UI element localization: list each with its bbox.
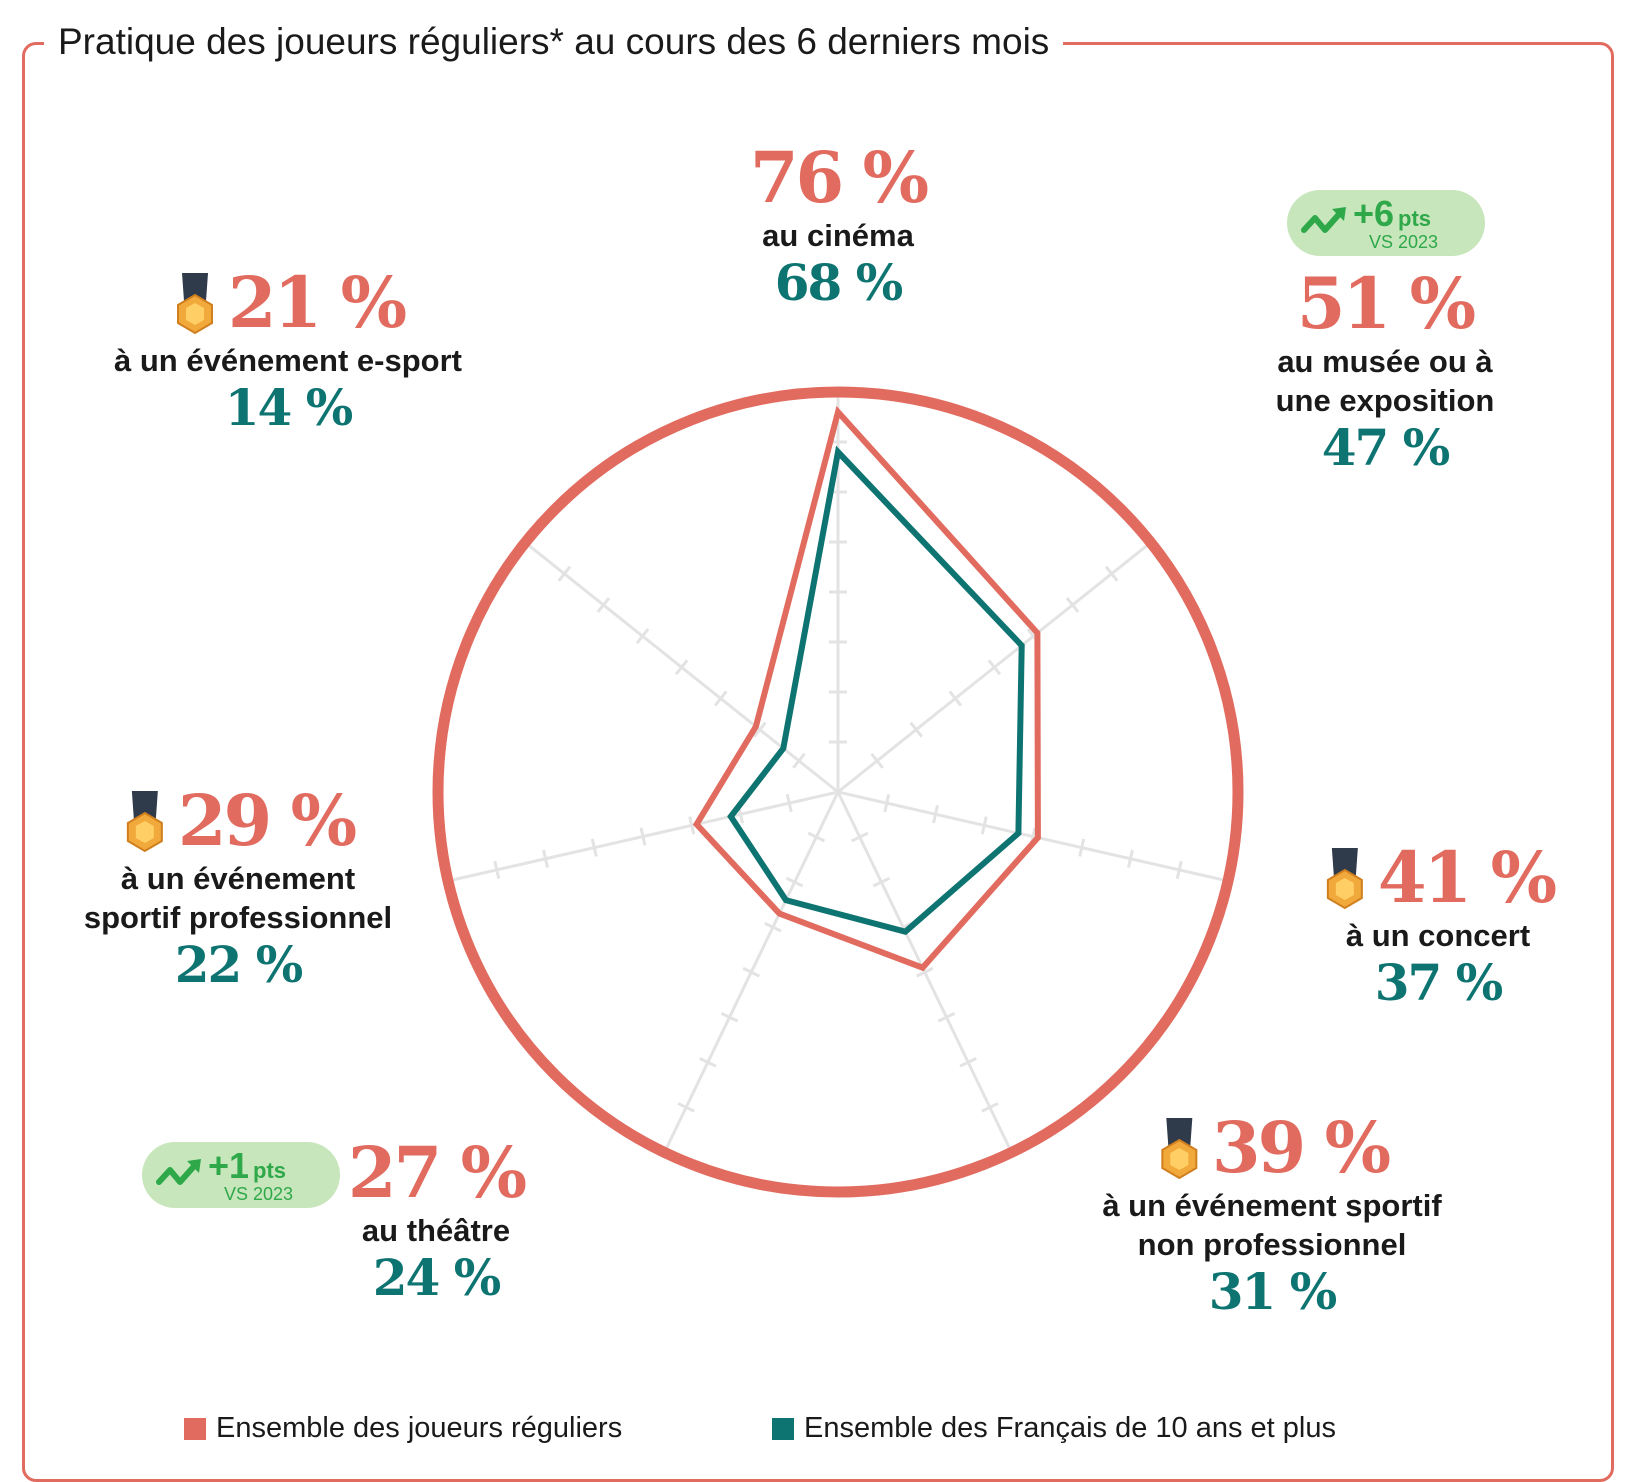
radar-tick <box>674 659 689 676</box>
trend-badge-theatre: +1 pts VS 2023 <box>142 1142 340 1208</box>
trend-compare: VS 2023 <box>224 1184 294 1204</box>
value-players-sport-pro: 29 % <box>177 779 357 862</box>
legend-swatch <box>772 1417 794 1440</box>
radar-tick <box>635 628 650 645</box>
radar-tick <box>1104 565 1119 582</box>
legend-label: Ensemble des joueurs réguliers <box>216 1412 623 1444</box>
trend-value: +6 pts <box>1353 193 1432 234</box>
value-french-sport-pro: 22 % <box>174 935 304 994</box>
label-sport-pro-line1: à un événement <box>120 861 356 896</box>
medal-icon <box>176 273 213 335</box>
label-concert: à un concert <box>1345 918 1531 953</box>
value-french-concert: 37 % <box>1374 953 1504 1012</box>
category-theatre: 27 % au théâtre 24 % <box>347 1131 527 1307</box>
radar-tick <box>596 596 611 613</box>
label-sport-amateur-line1: à un événement sportif <box>1102 1188 1442 1223</box>
radar-tick <box>699 1057 717 1068</box>
radar-tick <box>639 827 647 846</box>
radar-tick <box>987 659 1002 676</box>
medal-icon <box>1326 848 1363 910</box>
radar-tick <box>872 876 891 888</box>
category-cinema: 76 % au cinéma 68 % <box>749 136 929 312</box>
value-players-concert: 41 % <box>1377 836 1557 919</box>
radar-tick <box>785 876 804 888</box>
radar-tick <box>720 1011 739 1023</box>
label-esport: à un événement e-sport <box>114 343 462 378</box>
trend-up-icon <box>156 1159 201 1185</box>
category-esport: 21 % à un événement e-sport 14 % <box>114 265 462 436</box>
radar-tick <box>792 752 806 769</box>
category-sport-amateur: 39 % à un événement sportif non professi… <box>1102 1110 1441 1320</box>
label-musee-line2: une exposition <box>1275 383 1495 418</box>
radar-tick <box>677 1102 695 1113</box>
value-players-sport-amateur: 39 % <box>1211 1106 1391 1189</box>
series-line-players <box>692 405 1041 972</box>
value-players-theatre: 27 % <box>347 1131 527 1214</box>
value-players-musee: 51 % <box>1296 262 1476 345</box>
legend-item-french: Ensemble des Français de 10 ans et plus <box>772 1412 1336 1445</box>
radar-tick <box>980 816 988 835</box>
label-sport-amateur-line2: non professionnel <box>1137 1227 1407 1262</box>
radar-tick <box>542 849 549 868</box>
radar-tick <box>785 794 793 813</box>
value-players-esport: 21 % <box>227 261 407 344</box>
trend-up-icon <box>1301 207 1346 233</box>
radar-tick <box>948 690 963 707</box>
legend-item-players: Ensemble des joueurs réguliers <box>184 1412 622 1445</box>
radar-tick <box>883 794 891 813</box>
legend-swatch <box>184 1417 206 1440</box>
value-french-esport: 14 % <box>224 378 353 437</box>
radar-tick <box>764 921 782 933</box>
label-musee-line1: au musée ou à <box>1277 344 1493 379</box>
radar-tick <box>937 1011 956 1023</box>
radar-tick <box>742 966 760 978</box>
radar-tick <box>916 966 934 978</box>
category-concert: 41 % à un concert 37 % <box>1322 836 1557 1012</box>
radar-tick <box>909 721 923 738</box>
value-french-theatre: 24 % <box>372 1248 502 1307</box>
label-theatre: au théâtre <box>361 1213 511 1248</box>
radar-tick <box>688 816 696 835</box>
radar-tick <box>753 721 767 738</box>
radar-tick <box>981 1102 999 1113</box>
radar-tick <box>1175 860 1183 879</box>
value-french-sport-amateur: 31 % <box>1208 1262 1338 1321</box>
category-musee: 51 % au musée ou à une exposition 47 % <box>1276 266 1495 476</box>
radar-tick <box>557 565 572 582</box>
trend-badge-musee: +6 pts VS 2023 <box>1287 190 1485 256</box>
label-cinema: au cinéma <box>762 218 914 253</box>
trend-value: +1 pts <box>208 1145 287 1186</box>
medal-icon <box>126 791 163 853</box>
value-french-cinema: 68 % <box>774 253 904 312</box>
radar-tick <box>1078 838 1086 857</box>
legend-label: Ensemble des Français de 10 ans et plus <box>804 1412 1336 1444</box>
radar-tick <box>932 805 939 824</box>
radar-tick <box>1065 596 1080 613</box>
label-sport-pro-line2: sportif professionnel <box>83 900 393 935</box>
chart-title: Pratique des joueurs réguliers* au cours… <box>44 20 1064 64</box>
radar-tick <box>959 1057 977 1068</box>
radar-tick <box>807 831 826 843</box>
radar-tick <box>1127 849 1134 868</box>
radar-tick <box>870 752 884 769</box>
value-french-musee: 47 % <box>1321 418 1450 477</box>
radar-tick <box>713 690 728 707</box>
medal-icon <box>1160 1118 1197 1180</box>
series-line-french <box>727 445 1025 936</box>
radar-tick <box>850 831 869 843</box>
category-sport-pro: 29 % à un événement sportif professionne… <box>84 783 392 993</box>
trend-compare: VS 2023 <box>1369 232 1439 252</box>
radar-tick <box>590 838 598 857</box>
radar-tick <box>493 860 501 879</box>
radar-outer-ring <box>432 386 1244 1198</box>
value-players-cinema: 76 % <box>749 136 929 219</box>
